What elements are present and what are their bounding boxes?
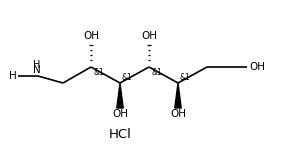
Text: OH: OH: [170, 109, 186, 119]
Text: &1: &1: [93, 68, 104, 77]
Polygon shape: [117, 83, 123, 108]
Text: &1: &1: [122, 73, 133, 82]
Text: N: N: [33, 65, 41, 75]
Polygon shape: [175, 83, 181, 108]
Text: HCl: HCl: [109, 129, 132, 142]
Text: &1: &1: [151, 68, 162, 77]
Text: H: H: [9, 71, 17, 81]
Text: OH: OH: [249, 62, 265, 72]
Text: OH: OH: [83, 31, 99, 41]
Text: OH: OH: [141, 31, 157, 41]
Text: &1: &1: [180, 73, 191, 82]
Text: OH: OH: [112, 109, 128, 119]
Text: H: H: [33, 60, 41, 70]
